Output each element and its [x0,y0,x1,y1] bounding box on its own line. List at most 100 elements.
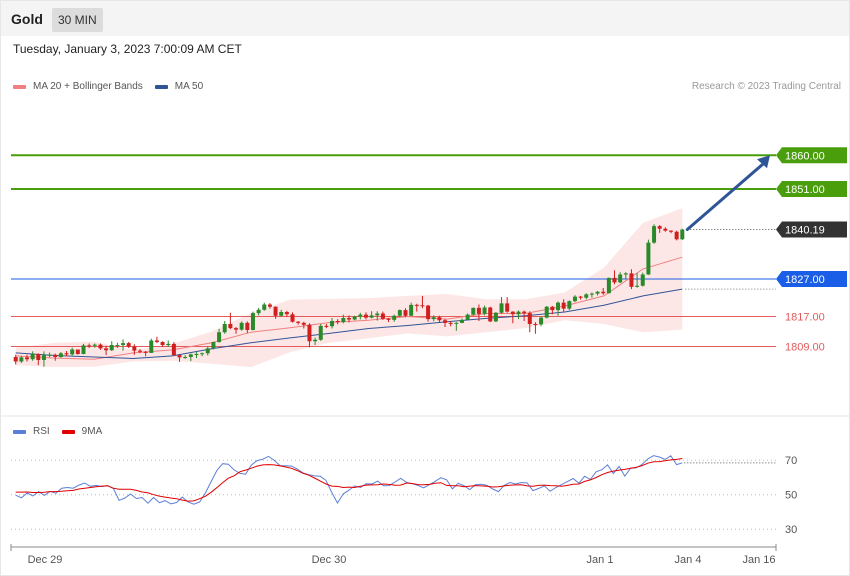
candle-body [352,316,357,320]
candle-body [493,312,498,322]
candle-body [646,242,651,275]
forecast-arrow-head [757,155,770,169]
candle-body [70,349,75,355]
candle-body [171,343,176,356]
forecast-arrow-shaft [685,160,767,232]
candle-body [335,321,340,323]
legend-ma20: MA 20 + Bollinger Bands [13,81,143,92]
candle-body [556,302,561,311]
price-label-1851-00: 1851.00 [785,184,825,196]
candle-body [669,230,674,232]
candle-body [166,343,171,345]
candle-body [505,303,510,312]
x-tick-jan-1: Jan 1 [587,554,614,566]
candle-body [516,311,521,315]
candle-body [386,318,391,320]
candle-body [87,345,92,347]
rsi-line [15,455,683,505]
candle-body [539,317,544,325]
legend-ma20-swatch [13,84,26,89]
candle-body [154,340,159,342]
candle-body [680,229,685,240]
candle-body [115,345,120,346]
candle-body [284,312,289,315]
candle-body [200,353,205,355]
price-label-1860-00: 1860.00 [785,150,825,162]
candle-body [629,273,634,287]
candle-body [245,322,250,330]
candle-body [239,322,244,330]
candle-body [380,313,385,319]
candle-body [290,314,295,322]
candle-body [618,274,623,283]
candle-body [640,274,645,286]
rsi-legend: RSI 9MA [13,426,114,437]
candle-body [194,354,199,355]
legend-ma50: MA 50 [154,81,204,92]
candle-body [589,293,594,295]
candle-body [561,302,566,309]
x-tick-dec-30: Dec 30 [312,554,347,566]
candle-body [443,320,448,323]
candle-body [307,324,312,342]
legend-rsi: RSI [13,426,50,437]
candle-body [98,344,103,349]
candle-body [465,314,470,320]
rsi-tick-50: 50 [785,490,797,502]
candle-body [262,304,267,310]
candle-body [420,305,425,307]
legend-rsi-label: RSI [33,426,50,437]
candle-body [47,354,52,356]
price-legend: MA 20 + Bollinger Bands MA 50 [13,81,215,92]
candle-body [30,354,35,360]
candle-body [58,353,63,357]
candle-body [437,317,442,321]
candle-body [409,304,414,316]
candle-body [273,306,278,316]
candle-body [572,296,577,302]
legend-ma50-label: MA 50 [174,81,204,92]
candle-body [606,277,611,294]
candle-body [222,324,227,333]
research-credit: Research © 2023 Trading Central [691,81,841,92]
candle-body [126,343,131,347]
candle-body [510,311,515,315]
candle-body [296,321,301,323]
candle-body [250,313,255,330]
candle-body [183,357,188,358]
candle-body [205,348,210,354]
candle-body [36,354,41,360]
candle-body [109,345,114,351]
candle-body [64,353,69,355]
candle-body [211,342,216,349]
candle-body [104,348,109,351]
legend-ma9-swatch [61,429,75,434]
candle-body [623,273,628,275]
candle-body [663,228,668,231]
symbol-title: Gold [11,11,43,27]
rsi-ma9-line [15,458,683,502]
rsi-tick-70: 70 [785,455,797,467]
price-label-1827-00: 1827.00 [785,274,825,286]
candle-body [177,355,182,358]
legend-ma9: 9MA [61,426,102,437]
rsi-tick-30: 30 [785,524,797,536]
candle-body [578,296,583,298]
timeframe-selector[interactable]: 30 MIN [52,8,103,32]
candle-body [414,304,419,306]
x-tick-jan-16: Jan 16 [742,554,775,566]
chart-header: Gold 30 MIN [1,1,849,36]
bollinger-band [15,208,683,368]
candle-body [527,313,532,324]
candle-body [392,315,397,320]
candle-body [256,309,261,314]
x-tick-dec-29: Dec 29 [28,554,63,566]
candle-body [188,354,193,357]
candle-body [324,325,329,327]
candle-body [601,291,606,294]
candle-body [595,291,600,294]
candle-body [533,324,538,325]
candle-body [341,318,346,323]
candle-body [132,346,137,351]
